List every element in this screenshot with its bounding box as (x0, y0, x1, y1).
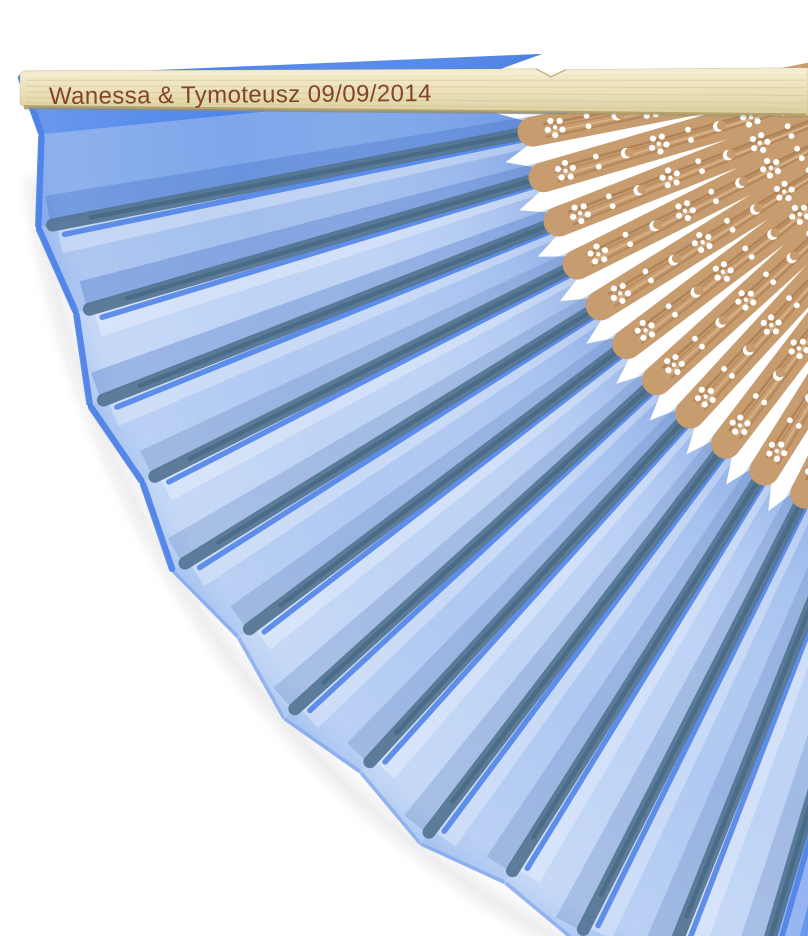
fan-render-layer (17, 53, 808, 936)
engraving-text: Wanessa & Tymoteusz 09/09/2014 (49, 80, 432, 110)
